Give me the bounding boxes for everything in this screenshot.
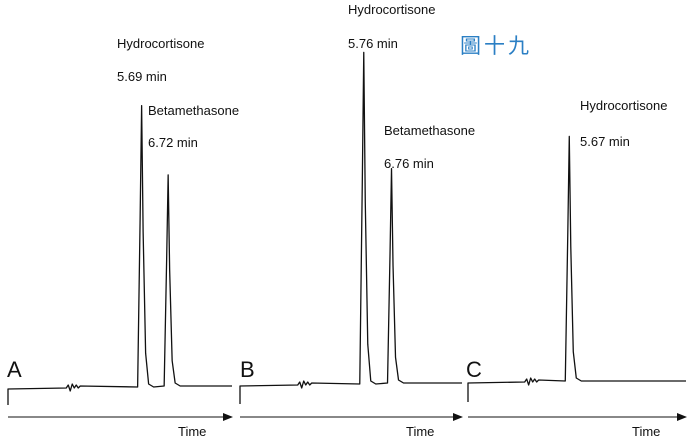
panel-letter: B: [240, 357, 255, 382]
peak-2-rt-label: 6.72 min: [148, 135, 198, 150]
peak-1-compound-label: Hydrocortisone: [348, 2, 435, 17]
peak-2-compound-label: Betamethasone: [148, 103, 239, 118]
x-axis-label: Time: [406, 424, 434, 438]
panel-b: B Time Hydrocortisone 5.76 min Betametha…: [239, 2, 475, 438]
peak-1-rt-label: 5.69 min: [117, 69, 167, 84]
peak-1-rt-label: 5.76 min: [348, 36, 398, 51]
panel-letter: A: [7, 357, 22, 382]
panel-c: C Time Hydrocortisone 5.67 min: [466, 98, 687, 438]
panel-letter: C: [466, 357, 482, 382]
peak-1-compound-label: Hydrocortisone: [580, 98, 667, 113]
panel-a: A Time Hydrocortisone 5.69 min Betametha…: [7, 36, 239, 438]
chromatogram-trace: [467, 135, 686, 402]
x-axis-label: Time: [632, 424, 660, 438]
x-axis-label: Time: [178, 424, 206, 438]
peak-2-compound-label: Betamethasone: [384, 123, 475, 138]
chromatogram-trace: [7, 104, 232, 405]
peak-1-compound-label: Hydrocortisone: [117, 36, 204, 51]
peak-1-rt-label: 5.67 min: [580, 134, 630, 149]
peak-2-rt-label: 6.76 min: [384, 156, 434, 171]
chromatogram-trace: [239, 51, 462, 404]
figure-tag: 圖十九: [460, 34, 532, 58]
